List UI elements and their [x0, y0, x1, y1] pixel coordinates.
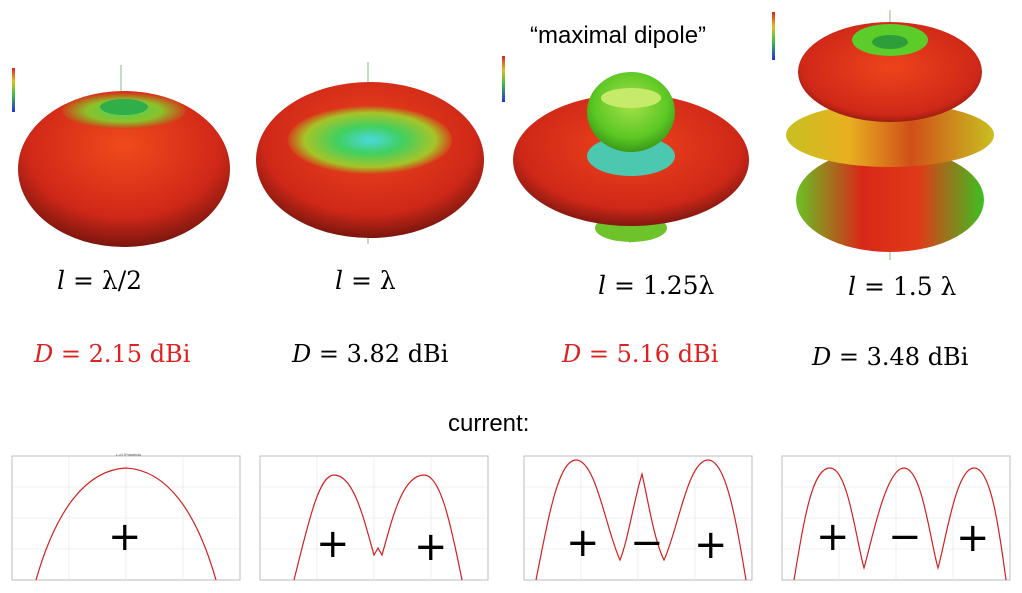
- legend-colorbar: [10, 60, 50, 125]
- length-label-3: l = 1.25λ: [598, 271, 715, 300]
- directivity-label-2: D = 3.82 dBi: [292, 340, 449, 368]
- radiation-pattern-1-5-wave: [786, 10, 1006, 260]
- sign-plus: +: [108, 514, 142, 560]
- sign-plus-1: +: [816, 514, 850, 560]
- current-plot-3: + − +: [518, 450, 758, 593]
- length-label-1: l = λ/2: [57, 266, 143, 295]
- sign-minus: −: [630, 520, 664, 566]
- sign-plus-2: +: [414, 524, 448, 570]
- sign-plus-2: +: [956, 515, 990, 561]
- sign-plus-1: +: [566, 520, 600, 566]
- current-plot-2: + +: [254, 450, 494, 593]
- sign-minus: −: [888, 514, 922, 560]
- legend-colorbar-3: [500, 48, 540, 115]
- length-label-4: l = 1.5 λ: [848, 272, 957, 301]
- sign-plus-2: +: [694, 522, 728, 568]
- radiation-pattern-1-25-wave: [506, 72, 756, 248]
- directivity-label-1: D = 2.15 dBi: [34, 340, 191, 368]
- current-plot-1: L=0.5*lambda +: [6, 450, 246, 593]
- legend-colorbar-4: [770, 4, 810, 73]
- radiation-pattern-half-wave: [8, 55, 248, 255]
- directivity-label-3: D = 5.16 dBi: [562, 340, 719, 368]
- maximal-dipole-title: “maximal dipole”: [530, 22, 707, 49]
- radiation-pattern-full-wave: [250, 52, 490, 252]
- plot-title: L=0.5*lambda: [116, 452, 142, 457]
- length-label-2: l = λ: [335, 266, 396, 295]
- current-label: current:: [448, 410, 530, 437]
- sign-plus-1: +: [316, 521, 350, 567]
- directivity-label-4: D = 3.48 dBi: [812, 343, 969, 371]
- current-plot-4: + − +: [776, 450, 1016, 593]
